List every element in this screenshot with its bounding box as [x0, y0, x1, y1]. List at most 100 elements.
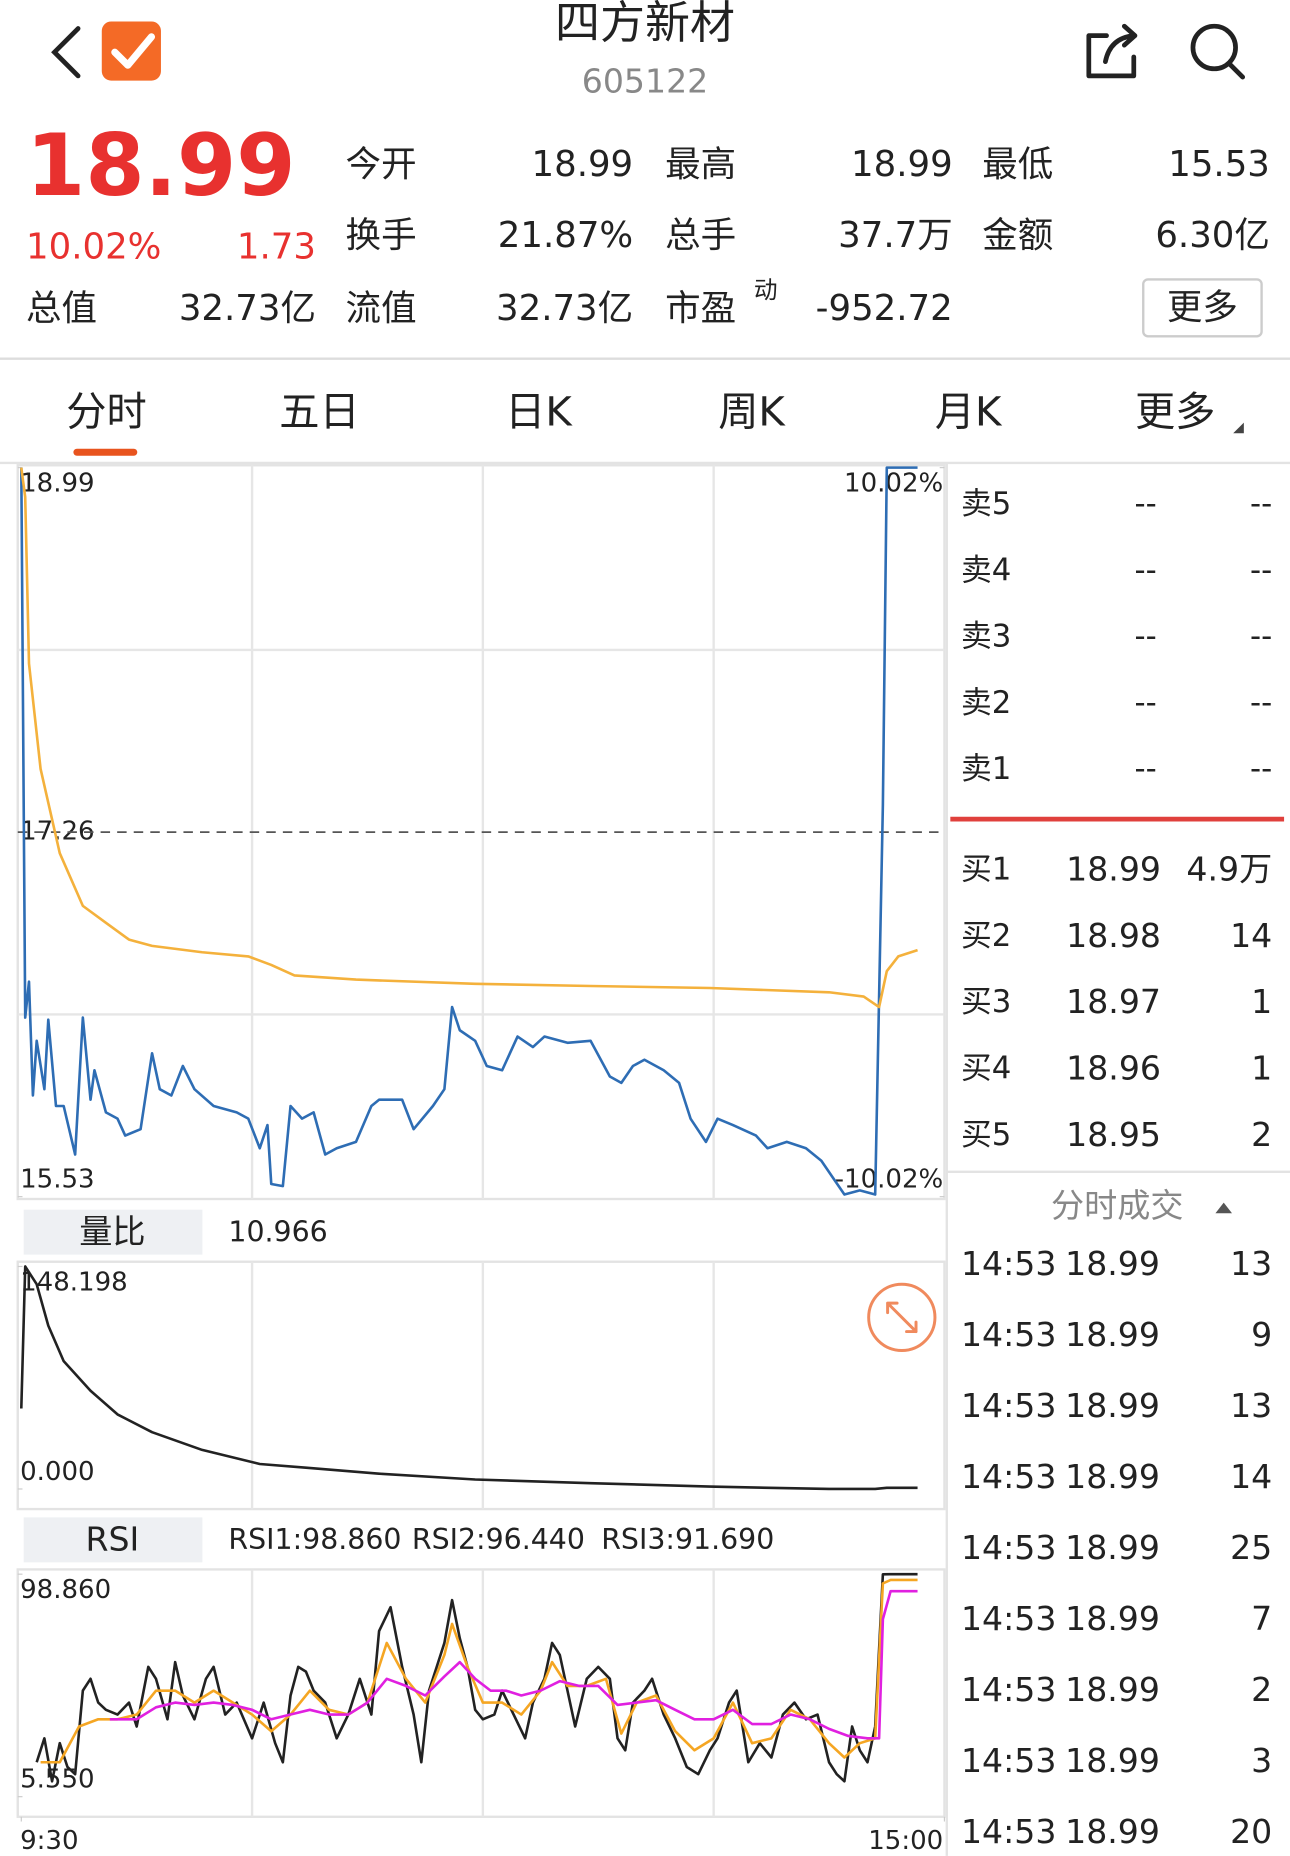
- more-label[interactable]: 更多: [1167, 287, 1238, 328]
- trade-volume: 13: [1230, 1244, 1272, 1283]
- indicator-button[interactable]: 量比: [23, 1209, 203, 1255]
- bid-price: 18.98: [1066, 916, 1161, 955]
- trade-price: 18.99: [1065, 1315, 1160, 1354]
- indicator-label[interactable]: RSI: [86, 1520, 140, 1559]
- bid-level: 买2: [961, 918, 1011, 954]
- tab[interactable]: 月K: [935, 389, 1003, 435]
- ask-level: 卖5: [961, 486, 1011, 522]
- trade-volume: 7: [1251, 1599, 1272, 1638]
- tab[interactable]: 五日: [279, 389, 359, 435]
- series-line: [20, 466, 918, 1196]
- bid-volume: 1: [1251, 1049, 1272, 1088]
- stat-label: 今开: [346, 144, 417, 185]
- ask-volume: --: [1250, 619, 1272, 655]
- tab[interactable]: 更多: [1135, 389, 1215, 435]
- trade-price: 18.99: [1065, 1457, 1160, 1496]
- share-button[interactable]: [1086, 23, 1138, 79]
- ask-price: --: [1135, 486, 1157, 522]
- stat-label: 总手: [665, 215, 736, 256]
- change-percent: 10.02%: [26, 227, 161, 268]
- series-line: [20, 467, 918, 1009]
- chart-frame: [16, 464, 946, 1201]
- trade-time: 14:53: [961, 1599, 1056, 1638]
- trade-time: 14:53: [961, 1457, 1056, 1496]
- watch-icon[interactable]: [101, 21, 161, 81]
- y2-tick-label: -10.02%: [835, 1165, 944, 1195]
- bid-volume: 2: [1251, 1115, 1272, 1154]
- trade-price: 18.99: [1065, 1670, 1160, 1709]
- stat-label: 流值: [346, 288, 417, 329]
- bid-level: 买4: [961, 1051, 1011, 1087]
- stat-value: 18.99: [532, 144, 634, 185]
- trade-price: 18.99: [1065, 1244, 1160, 1283]
- trade-volume: 2: [1251, 1670, 1272, 1709]
- trade-price: 18.99: [1065, 1812, 1160, 1851]
- trade-volume: 13: [1230, 1386, 1272, 1425]
- stat-value: 15.53: [1168, 144, 1270, 185]
- more-button[interactable]: 更多: [1142, 278, 1263, 338]
- indicator-label[interactable]: 量比: [79, 1212, 145, 1251]
- y-tick-label: 5.550: [20, 1765, 94, 1795]
- x-tick-label: 15:00: [868, 1826, 943, 1856]
- bid-level: 买3: [961, 984, 1011, 1020]
- y-tick-label: 15.53: [20, 1165, 94, 1195]
- ask-level: 卖2: [961, 685, 1011, 721]
- tab[interactable]: 周K: [718, 389, 786, 435]
- ask-price: --: [1135, 751, 1157, 787]
- ask-volume: --: [1250, 486, 1272, 522]
- x-tick-label: 9:30: [20, 1826, 78, 1856]
- stat-label: 市盈: [665, 288, 736, 329]
- chart-frame: [16, 1260, 946, 1511]
- ask-level: 卖3: [961, 619, 1011, 655]
- expand-button[interactable]: [867, 1282, 937, 1352]
- ask-price: --: [1135, 685, 1157, 721]
- series-line: [40, 1578, 918, 1764]
- stat-label: 金额: [982, 215, 1053, 256]
- back-button[interactable]: [51, 26, 81, 79]
- bid-price: 18.95: [1066, 1115, 1161, 1154]
- sort-icon[interactable]: [1215, 1202, 1233, 1214]
- pe-mark: 动: [754, 276, 778, 304]
- stat-value: 32.73亿: [496, 288, 633, 329]
- ask-price: --: [1135, 552, 1157, 588]
- stat-value: -952.72: [816, 288, 953, 329]
- trade-time: 14:53: [961, 1315, 1056, 1354]
- bid-price: 18.96: [1066, 1049, 1161, 1088]
- tab[interactable]: 分时: [66, 389, 146, 435]
- indicator-button[interactable]: RSI: [23, 1517, 203, 1563]
- stock-name: 四方新材: [555, 0, 735, 49]
- trade-time: 14:53: [961, 1244, 1056, 1283]
- search-button[interactable]: [1190, 23, 1246, 80]
- stat-label: 最低: [982, 144, 1053, 185]
- series-line: [20, 1265, 918, 1491]
- ask-volume: --: [1250, 751, 1272, 787]
- stat-value: 37.7万: [838, 215, 953, 256]
- tab[interactable]: 日K: [505, 389, 573, 435]
- stat-value: 6.30亿: [1155, 215, 1270, 256]
- trades-title: 分时成交: [1051, 1186, 1184, 1225]
- dropdown-icon: [1233, 422, 1244, 434]
- indicator-value: 10.966: [228, 1215, 327, 1248]
- last-price: 18.99: [26, 117, 296, 216]
- trade-time: 14:53: [961, 1528, 1056, 1567]
- legend-entry: RSI2:96.440: [412, 1523, 585, 1556]
- stat-value: 18.99: [851, 144, 953, 185]
- trade-time: 14:53: [961, 1812, 1056, 1851]
- trade-volume: 9: [1251, 1315, 1272, 1354]
- trade-price: 18.99: [1065, 1599, 1160, 1638]
- stock-code: 605122: [582, 61, 708, 100]
- bid-price: 18.99: [1066, 850, 1161, 889]
- bid-level: 买5: [961, 1117, 1011, 1153]
- series-line: [109, 1589, 918, 1740]
- y-tick-label: 0.000: [20, 1457, 94, 1487]
- bid-volume: 1: [1251, 982, 1272, 1021]
- y-tick-label: 18.99: [20, 469, 94, 499]
- chart-frame: [16, 1568, 946, 1818]
- stat-value: 21.87%: [498, 215, 633, 256]
- change-amount: 1.73: [237, 227, 316, 268]
- bid-volume: 4.9万: [1186, 850, 1272, 889]
- trade-volume: 3: [1251, 1741, 1272, 1780]
- ask-volume: --: [1250, 685, 1272, 721]
